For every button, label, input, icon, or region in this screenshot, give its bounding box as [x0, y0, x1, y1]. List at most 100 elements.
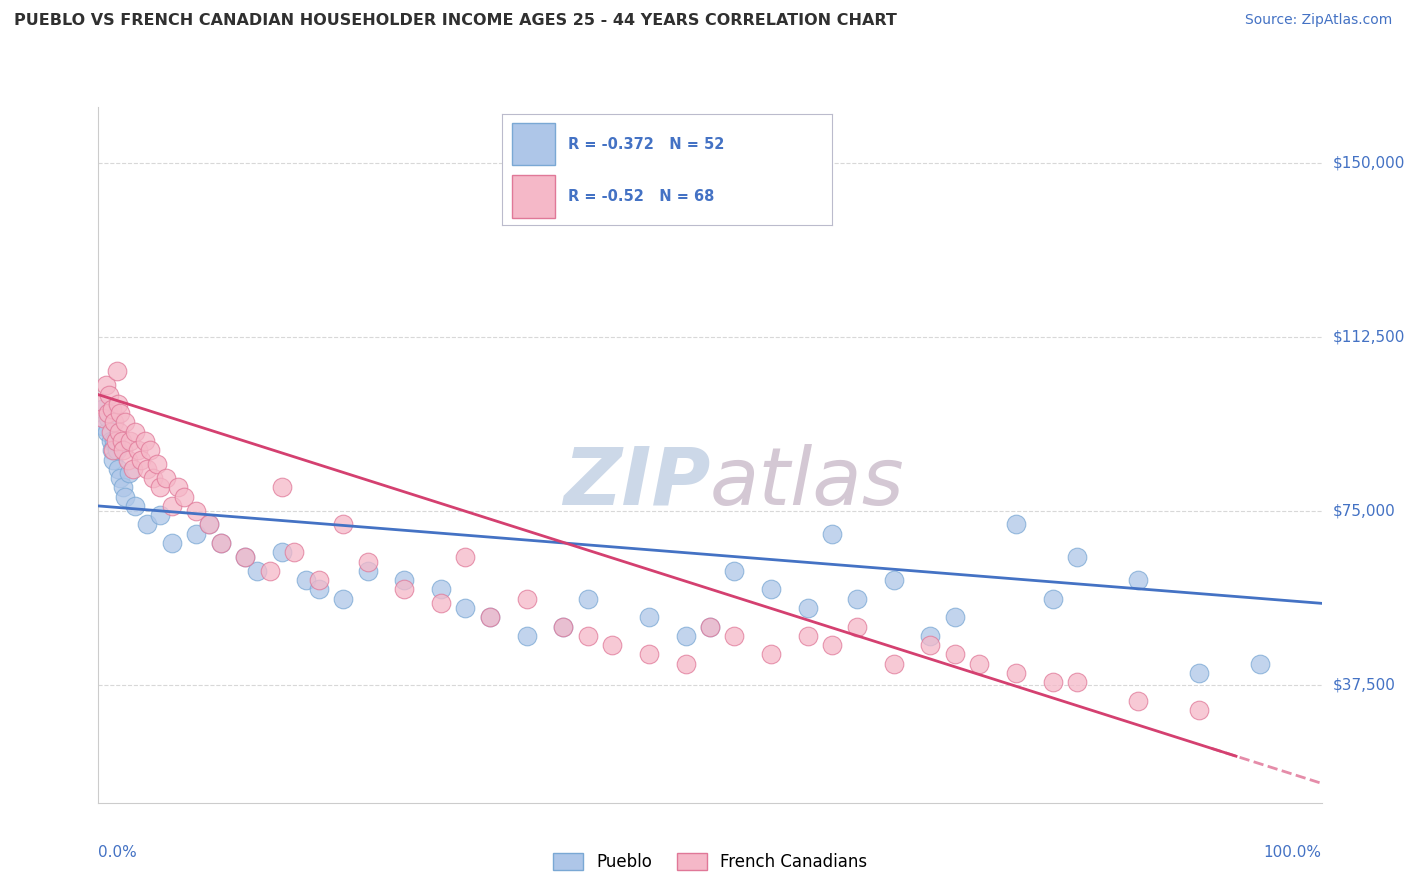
Point — [124, 499, 146, 513]
Point — [209, 536, 232, 550]
Point — [553, 619, 575, 633]
Point — [637, 648, 661, 662]
Point — [1004, 517, 1026, 532]
Point — [96, 425, 118, 439]
Point — [943, 610, 966, 624]
Point — [91, 410, 114, 425]
Point — [723, 564, 745, 578]
Point — [91, 401, 114, 416]
Point — [723, 629, 745, 643]
Point — [430, 582, 453, 597]
Text: ZIP: ZIP — [562, 443, 710, 522]
Point — [515, 591, 537, 606]
Text: atlas: atlas — [710, 443, 905, 522]
Point — [332, 517, 354, 532]
Point — [637, 610, 661, 624]
Point — [146, 457, 169, 471]
Point — [186, 503, 208, 517]
Point — [1004, 665, 1026, 680]
Point — [356, 555, 378, 569]
Point — [600, 638, 623, 652]
Point — [94, 378, 117, 392]
Point — [98, 387, 121, 401]
Text: PUEBLO VS FRENCH CANADIAN HOUSEHOLDER INCOME AGES 25 - 44 YEARS CORRELATION CHAR: PUEBLO VS FRENCH CANADIAN HOUSEHOLDER IN… — [14, 13, 897, 29]
Point — [283, 545, 305, 559]
Point — [110, 406, 132, 420]
Point — [124, 425, 146, 439]
Point — [155, 471, 177, 485]
Point — [120, 434, 142, 448]
Point — [392, 573, 416, 587]
Point — [233, 549, 256, 564]
Point — [127, 443, 149, 458]
Point — [110, 471, 132, 485]
Point — [967, 657, 990, 671]
Point — [1128, 694, 1150, 708]
Point — [246, 564, 269, 578]
Point — [197, 517, 219, 532]
Text: $37,500: $37,500 — [1333, 677, 1396, 692]
Text: $75,000: $75,000 — [1333, 503, 1396, 518]
Point — [259, 564, 281, 578]
Point — [308, 582, 330, 597]
Point — [761, 582, 783, 597]
Point — [101, 452, 124, 467]
Point — [920, 629, 942, 643]
Point — [160, 536, 183, 550]
Point — [845, 619, 868, 633]
Point — [114, 490, 136, 504]
Point — [107, 397, 129, 411]
Point — [101, 443, 124, 458]
Point — [97, 410, 120, 425]
Point — [100, 434, 122, 448]
Point — [103, 416, 125, 430]
Point — [675, 629, 697, 643]
Point — [111, 480, 134, 494]
Point — [1042, 591, 1064, 606]
Point — [943, 648, 966, 662]
Point — [821, 638, 844, 652]
Point — [160, 499, 183, 513]
Point — [111, 443, 134, 458]
Point — [136, 517, 159, 532]
Point — [920, 638, 942, 652]
Point — [186, 526, 208, 541]
Point — [1066, 675, 1088, 690]
Point — [797, 601, 820, 615]
Point — [101, 401, 124, 416]
Point — [93, 420, 115, 434]
Point — [134, 434, 156, 448]
Point — [97, 406, 120, 420]
Point — [103, 434, 125, 448]
Point — [118, 467, 141, 481]
Point — [114, 416, 136, 430]
Point — [797, 629, 820, 643]
Text: 0.0%: 0.0% — [98, 845, 138, 860]
Point — [576, 591, 599, 606]
Point — [117, 452, 139, 467]
Point — [167, 480, 190, 494]
Point — [761, 648, 783, 662]
Point — [139, 443, 162, 458]
Point — [101, 443, 124, 458]
Point — [454, 549, 477, 564]
Point — [845, 591, 868, 606]
Point — [576, 629, 599, 643]
Text: $150,000: $150,000 — [1333, 155, 1405, 170]
Point — [105, 443, 128, 458]
Point — [478, 610, 501, 624]
Point — [430, 596, 453, 610]
Point — [478, 610, 501, 624]
Point — [332, 591, 354, 606]
Point — [209, 536, 232, 550]
Point — [454, 601, 477, 615]
Point — [233, 549, 256, 564]
Point — [121, 462, 143, 476]
Point — [107, 462, 129, 476]
Point — [1128, 573, 1150, 587]
Point — [699, 619, 721, 633]
Point — [104, 434, 127, 448]
Point — [553, 619, 575, 633]
Point — [1188, 703, 1211, 717]
Point — [149, 480, 172, 494]
